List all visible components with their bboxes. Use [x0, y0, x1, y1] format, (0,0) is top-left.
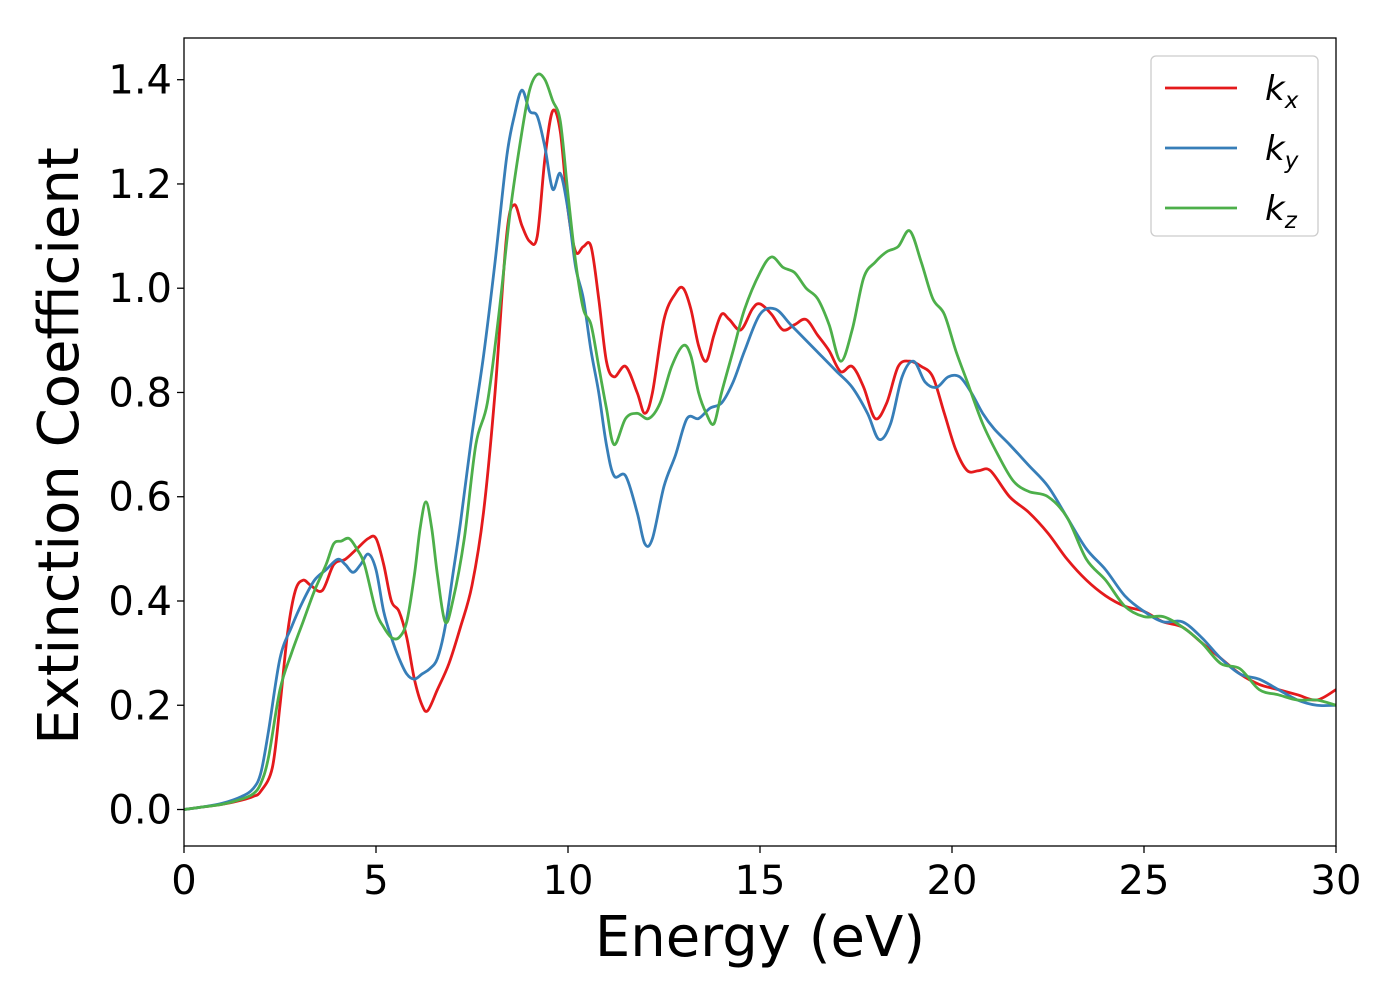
- legend-box: [1150, 55, 1319, 237]
- y-tick-label: 0.0: [108, 788, 172, 834]
- x-tick-label: 10: [543, 858, 594, 904]
- x-tick-label: 15: [735, 858, 786, 904]
- y-tick-label: 1.2: [108, 162, 172, 208]
- series-line-z: [184, 72, 1336, 811]
- legend: kx ky kz: [1150, 55, 1319, 237]
- x-tick-label: 0: [171, 858, 196, 904]
- series-layer: [184, 72, 1336, 811]
- legend-label-y: ky: [1265, 129, 1299, 174]
- x-axis-ticks: 0 5 10 15 20 25 30: [171, 846, 1361, 904]
- y-tick-label: 0.2: [108, 683, 172, 729]
- series-line-y: [184, 88, 1336, 811]
- series-line-x: [184, 108, 1336, 811]
- y-tick-label: 0.4: [108, 579, 172, 625]
- y-tick-label: 0.6: [108, 475, 172, 521]
- x-tick-label: 30: [1311, 858, 1362, 904]
- legend-label-z: kz: [1265, 189, 1298, 234]
- y-tick-label: 1.0: [108, 266, 172, 312]
- y-tick-label: 1.4: [108, 58, 172, 104]
- x-axis-title: Energy (eV): [595, 905, 925, 970]
- x-tick-label: 20: [927, 858, 978, 904]
- y-axis-title: Extinction Coefficient: [27, 147, 92, 745]
- y-tick-label: 0.8: [108, 370, 172, 416]
- x-tick-label: 5: [363, 858, 388, 904]
- y-axis-ticks: 0.0 0.2 0.4 0.6 0.8 1.0 1.2 1.4: [108, 58, 184, 834]
- x-tick-label: 25: [1119, 858, 1170, 904]
- legend-label-x: kx: [1265, 69, 1299, 114]
